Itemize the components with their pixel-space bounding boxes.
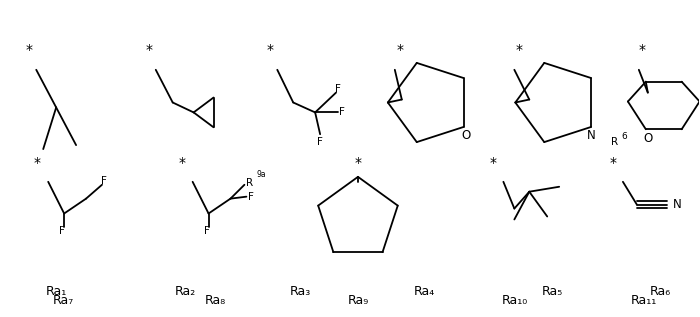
Text: R: R: [611, 137, 618, 147]
Text: F: F: [339, 107, 345, 117]
Text: *: *: [610, 156, 617, 170]
Text: Ra₂: Ra₂: [175, 285, 196, 298]
Text: Ra₁: Ra₁: [46, 285, 66, 298]
Text: *: *: [267, 43, 274, 57]
Text: *: *: [146, 43, 153, 57]
Text: Ra₃: Ra₃: [290, 285, 311, 298]
Text: Ra₅: Ra₅: [542, 285, 563, 298]
Text: *: *: [26, 43, 33, 57]
Text: 9a: 9a: [256, 170, 266, 179]
Text: N: N: [673, 198, 682, 211]
Text: F: F: [335, 84, 341, 94]
Text: *: *: [354, 156, 361, 170]
Text: 6: 6: [621, 133, 626, 141]
Text: Ra₇: Ra₇: [52, 294, 74, 307]
Text: Ra₁₀: Ra₁₀: [501, 294, 527, 307]
Text: F: F: [101, 176, 107, 186]
Text: *: *: [396, 43, 403, 57]
Text: *: *: [516, 43, 523, 57]
Text: Ra₁₁: Ra₁₁: [631, 294, 657, 307]
Text: *: *: [490, 156, 497, 170]
Text: Ra₆: Ra₆: [650, 285, 671, 298]
Text: Ra₄: Ra₄: [414, 285, 435, 298]
Text: F: F: [317, 137, 323, 147]
Text: F: F: [248, 192, 254, 202]
Text: Ra₈: Ra₈: [205, 294, 226, 307]
Text: O: O: [461, 129, 470, 142]
Text: O: O: [643, 132, 652, 145]
Text: F: F: [60, 226, 65, 236]
Text: *: *: [34, 156, 41, 170]
Text: *: *: [638, 43, 645, 57]
Text: *: *: [178, 156, 186, 170]
Text: Ra₉: Ra₉: [347, 294, 369, 307]
Text: N: N: [587, 129, 596, 142]
Text: R: R: [246, 178, 253, 188]
Text: F: F: [204, 226, 209, 236]
